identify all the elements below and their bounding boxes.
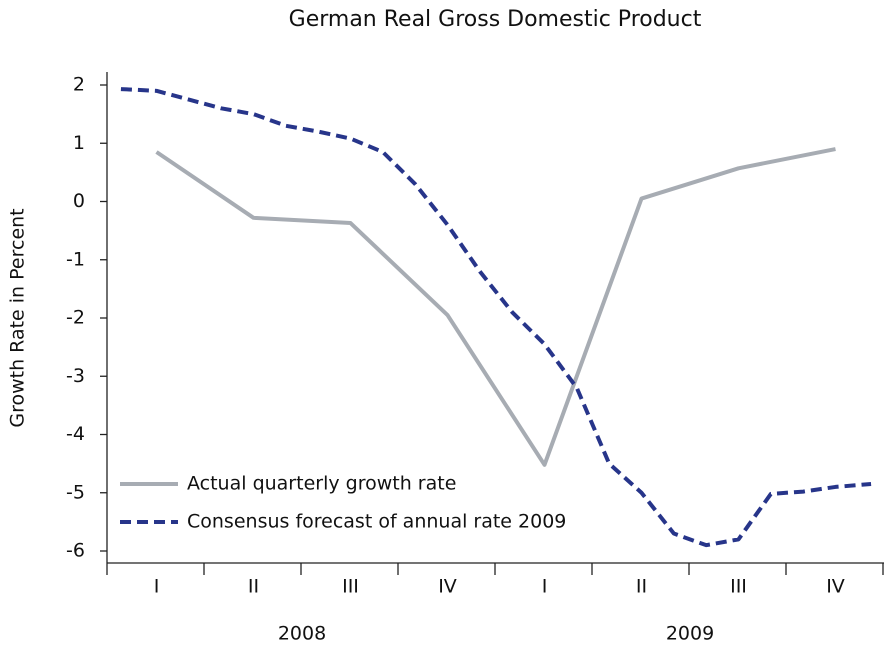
x-tick-label: III <box>730 576 747 598</box>
x-tick-label: II <box>248 576 259 598</box>
y-tick-label: 1 <box>73 132 85 154</box>
y-tick-label: -2 <box>66 307 85 329</box>
y-tick-label: -6 <box>66 540 85 562</box>
x-tick-label: IV <box>438 576 457 598</box>
x-tick-label: I <box>154 576 160 598</box>
y-tick-label: -3 <box>66 365 85 387</box>
y-tick-label: -5 <box>66 481 85 503</box>
chart-title: German Real Gross Domestic Product <box>289 7 702 32</box>
year-label: 2008 <box>278 623 326 645</box>
x-tick-label: I <box>542 576 548 598</box>
y-tick-label: 2 <box>73 74 85 96</box>
legend-label: Actual quarterly growth rate <box>187 473 456 495</box>
series-line <box>120 87 872 548</box>
x-tick-label: III <box>342 576 359 598</box>
year-label: 2009 <box>666 623 714 645</box>
y-tick-label: 0 <box>73 190 85 212</box>
legend-label: Consensus forecast of annual rate 2009 <box>187 511 566 533</box>
x-tick-label: II <box>636 576 647 598</box>
y-tick-label: -1 <box>66 248 85 270</box>
y-axis-label: Growth Rate in Percent <box>7 208 29 427</box>
series-line <box>155 147 836 467</box>
x-tick-label: IV <box>826 576 845 598</box>
y-tick-label: -4 <box>66 423 85 445</box>
